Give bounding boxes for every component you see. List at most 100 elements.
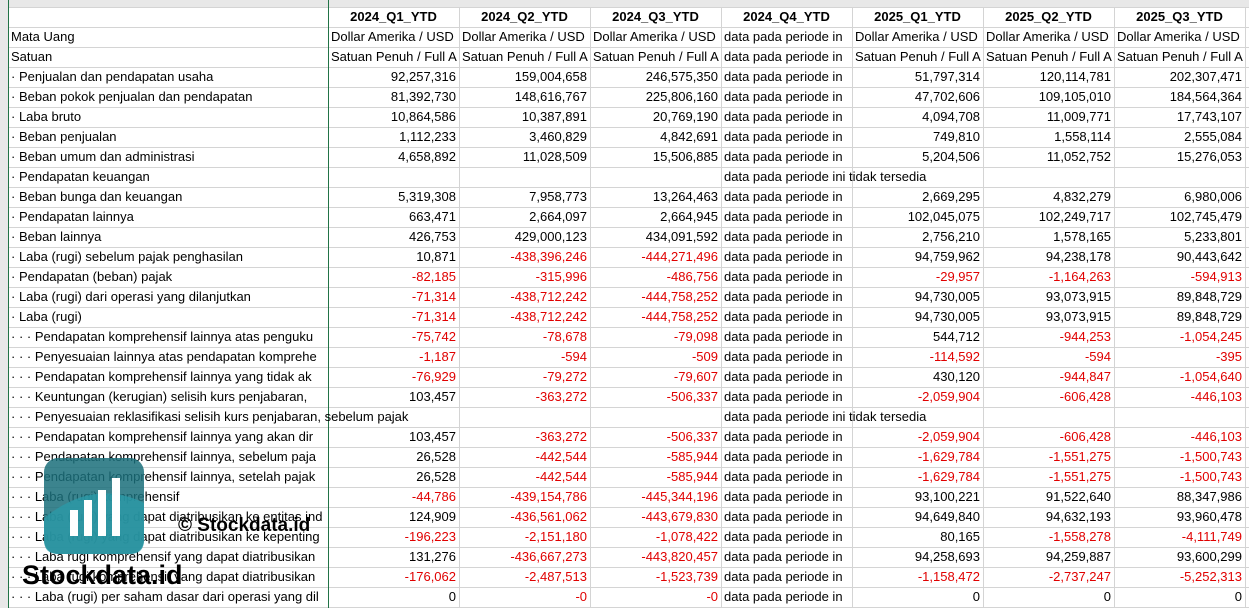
data-cell: -1,500,743 — [1179, 469, 1242, 484]
data-cell: -315,996 — [535, 269, 587, 284]
row-label: · Beban umum dan administrasi — [11, 149, 195, 164]
data-cell: data pada periode in — [724, 429, 843, 444]
data-cell: -1,078,422 — [655, 529, 718, 544]
row-label: · Laba (rugi) — [11, 309, 82, 324]
data-cell: 11,009,771 — [1046, 109, 1111, 124]
data-cell: -176,062 — [404, 569, 456, 584]
data-cell: 1,558,114 — [1054, 129, 1111, 144]
data-cell: 5,233,801 — [1184, 229, 1242, 244]
data-cell: -82,185 — [411, 269, 456, 284]
grid-line — [8, 547, 1249, 548]
data-cell: Satuan Penuh / Full A — [1117, 49, 1243, 64]
data-cell: -395 — [1215, 349, 1242, 364]
data-cell: -1,164,263 — [1048, 269, 1111, 284]
data-cell: Satuan Penuh / Full A — [986, 49, 1112, 64]
data-cell: -1,054,245 — [1179, 329, 1242, 344]
data-cell: -78,678 — [542, 329, 587, 344]
data-cell: -79,098 — [673, 329, 718, 344]
data-cell: -944,253 — [1059, 329, 1111, 344]
data-cell: 663,471 — [409, 209, 456, 224]
data-cell: Satuan Penuh / Full A — [462, 49, 588, 64]
grid-line — [8, 307, 1249, 308]
data-cell: 94,258,693 — [914, 549, 980, 564]
row-label: · Beban penjualan — [11, 129, 117, 144]
data-cell: -436,561,062 — [510, 509, 587, 524]
data-cell: 0 — [1234, 589, 1242, 604]
grid-line — [8, 27, 1249, 28]
data-cell: data pada periode in — [724, 89, 843, 104]
data-cell: 5,319,308 — [398, 189, 456, 204]
data-cell: -509 — [691, 349, 718, 364]
data-cell: -506,337 — [666, 389, 718, 404]
data-cell: -44,786 — [411, 489, 456, 504]
grid-line — [983, 7, 984, 608]
row-label: Mata Uang — [11, 29, 75, 44]
grid-line — [8, 247, 1249, 248]
row-label: · · · Penyesuaian lainnya atas pendapata… — [11, 349, 317, 364]
data-cell: 88,347,986 — [1176, 489, 1242, 504]
data-cell: -0 — [575, 589, 587, 604]
data-cell: -196,223 — [404, 529, 456, 544]
data-cell: 184,564,364 — [1169, 89, 1242, 104]
data-cell: 2,555,084 — [1184, 129, 1242, 144]
data-cell: 2,669,295 — [922, 189, 980, 204]
column-header: 2024_Q1_YTD — [350, 9, 437, 24]
data-cell: Dollar Amerika / USD — [855, 29, 978, 44]
data-cell: 47,702,606 — [914, 89, 980, 104]
data-cell: 17,743,107 — [1176, 109, 1242, 124]
column-header: 2025_Q2_YTD — [1005, 9, 1092, 24]
row-label: · Laba (rugi) sebelum pajak penghasilan — [11, 249, 243, 264]
data-cell: -594,913 — [1190, 269, 1242, 284]
data-cell: data pada periode in — [724, 229, 843, 244]
grid-line — [8, 227, 1249, 228]
data-cell: -1,187 — [419, 349, 456, 364]
data-cell: -438,712,242 — [510, 309, 587, 324]
row-label: · Pendapatan lainnya — [11, 209, 134, 224]
column-header: 2025_Q3_YTD — [1136, 9, 1223, 24]
row-label: · · · Pendapatan komprehensif lainnya at… — [11, 329, 314, 344]
grid-line — [8, 407, 1249, 408]
data-cell: data pada periode in — [724, 489, 843, 504]
data-cell: 94,632,193 — [1045, 509, 1111, 524]
grid-line — [590, 7, 591, 608]
data-cell: 225,806,160 — [645, 89, 718, 104]
data-cell: 2,664,945 — [660, 209, 718, 224]
grid-line — [8, 67, 1249, 68]
data-cell: 426,753 — [409, 229, 456, 244]
data-cell: -438,712,242 — [510, 289, 587, 304]
data-cell: -1,629,784 — [917, 469, 980, 484]
grid-line — [8, 207, 1249, 208]
row-label: · · · Pendapatan komprehensif lainnya ya… — [11, 429, 314, 444]
data-cell: 148,616,767 — [514, 89, 587, 104]
grid-line — [8, 567, 1249, 568]
data-cell: -2,487,513 — [524, 569, 587, 584]
data-cell: 0 — [448, 589, 456, 604]
data-cell: 11,028,509 — [522, 149, 587, 164]
data-cell: 10,387,891 — [521, 109, 587, 124]
data-cell: 4,832,279 — [1053, 189, 1111, 204]
data-cell: 4,094,708 — [922, 109, 980, 124]
data-cell: 91,522,640 — [1045, 489, 1111, 504]
data-cell: 89,848,729 — [1176, 309, 1242, 324]
data-cell: 434,091,592 — [645, 229, 718, 244]
data-cell: data pada periode in — [724, 209, 843, 224]
data-cell: 15,506,885 — [652, 149, 718, 164]
data-cell: Dollar Amerika / USD — [1117, 29, 1240, 44]
data-cell: -1,523,739 — [655, 569, 718, 584]
watermark-logo — [44, 458, 144, 554]
data-cell: 2,756,210 — [922, 229, 980, 244]
data-cell: data pada periode in — [724, 249, 843, 264]
data-cell: Satuan Penuh / Full A — [593, 49, 719, 64]
row-label: · · · Pendapatan komprehensif lainnya ya… — [11, 369, 312, 384]
data-cell: 202,307,471 — [1169, 69, 1242, 84]
data-cell: 1,112,233 — [399, 129, 456, 144]
data-cell: 11,052,752 — [1046, 149, 1111, 164]
row-label: · Pendapatan (beban) pajak — [11, 269, 173, 284]
data-cell: 93,600,299 — [1176, 549, 1242, 564]
data-cell: 102,249,717 — [1038, 209, 1111, 224]
data-cell: data pada periode in — [724, 149, 843, 164]
data-cell: 7,958,773 — [529, 189, 587, 204]
grid-line — [8, 327, 1249, 328]
data-cell: data pada periode in — [724, 349, 843, 364]
data-cell: -75,742 — [411, 329, 456, 344]
